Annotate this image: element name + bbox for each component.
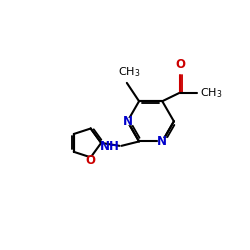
Bar (158, 138, 166, 144)
Bar (123, 118, 132, 124)
Text: NH: NH (100, 140, 119, 153)
Bar (87, 157, 94, 164)
Text: CH$_3$: CH$_3$ (200, 86, 222, 100)
Text: N: N (157, 135, 167, 148)
Text: CH$_3$: CH$_3$ (118, 66, 140, 79)
Text: O: O (86, 154, 96, 167)
Text: N: N (122, 115, 132, 128)
Text: O: O (175, 58, 185, 71)
